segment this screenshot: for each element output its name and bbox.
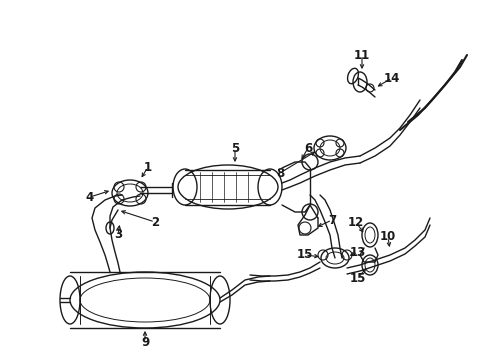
Text: 8: 8 (275, 166, 284, 180)
Text: 5: 5 (230, 141, 239, 154)
Text: 11: 11 (353, 49, 369, 62)
Text: 13: 13 (349, 246, 366, 258)
Text: 6: 6 (303, 141, 311, 154)
Text: 15: 15 (296, 248, 312, 261)
Text: 12: 12 (347, 216, 364, 229)
Text: 15: 15 (349, 271, 366, 284)
Text: 1: 1 (143, 161, 152, 174)
Text: 4: 4 (86, 190, 94, 203)
Text: 7: 7 (327, 213, 335, 226)
Text: 10: 10 (379, 230, 395, 243)
Text: 2: 2 (151, 216, 159, 229)
Text: 3: 3 (114, 229, 122, 242)
Text: 14: 14 (383, 72, 399, 85)
Text: 9: 9 (141, 336, 149, 348)
